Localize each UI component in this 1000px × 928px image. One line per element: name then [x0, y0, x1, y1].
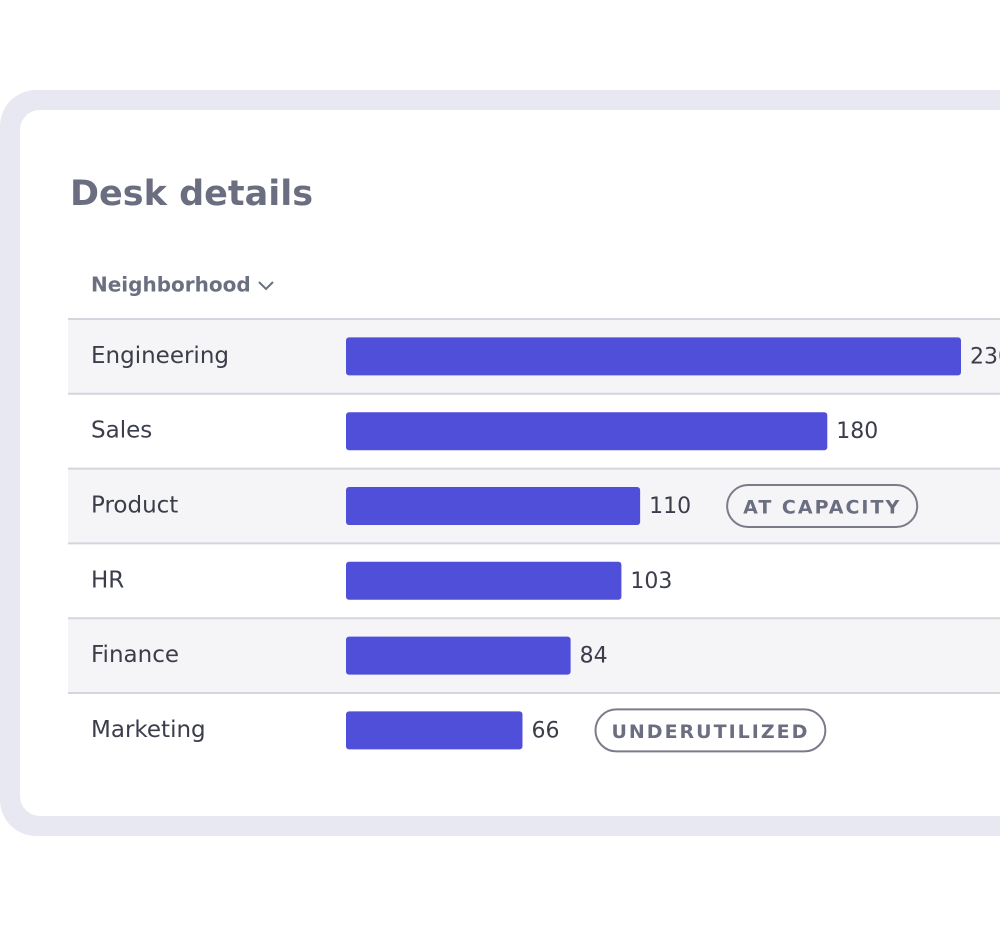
bar: [346, 337, 961, 376]
rows: Engineering 230 Sales 180 Product 110 AT CAPAC…: [68, 318, 1000, 768]
row-label: HR: [91, 567, 124, 593]
row-label: Marketing: [91, 717, 206, 743]
row-label: Engineering: [91, 343, 229, 369]
badge-text: AT CAPACITY: [743, 497, 901, 519]
bar: [346, 412, 828, 451]
chevron[interactable]: [258, 281, 274, 291]
value-label: 110: [649, 494, 691, 519]
row-label: Finance: [91, 642, 179, 668]
title: Desk details: [70, 174, 313, 214]
row-label: Product: [91, 493, 178, 519]
bar: [346, 487, 641, 525]
bar: [346, 561, 622, 600]
row: [68, 693, 1000, 768]
row-label: Sales: [91, 418, 152, 444]
value-label: 66: [531, 718, 559, 743]
badge: [726, 484, 919, 528]
bar: [346, 636, 571, 675]
value-label: 84: [580, 644, 608, 669]
bar: [346, 711, 523, 750]
column-header[interactable]: Neighborhood: [91, 273, 251, 297]
value-label: 103: [630, 569, 672, 594]
badge-text: UNDERUTILIZED: [611, 721, 809, 743]
badge: [594, 708, 827, 753]
value-label: 230: [970, 344, 1000, 369]
value-label: 180: [836, 419, 878, 444]
